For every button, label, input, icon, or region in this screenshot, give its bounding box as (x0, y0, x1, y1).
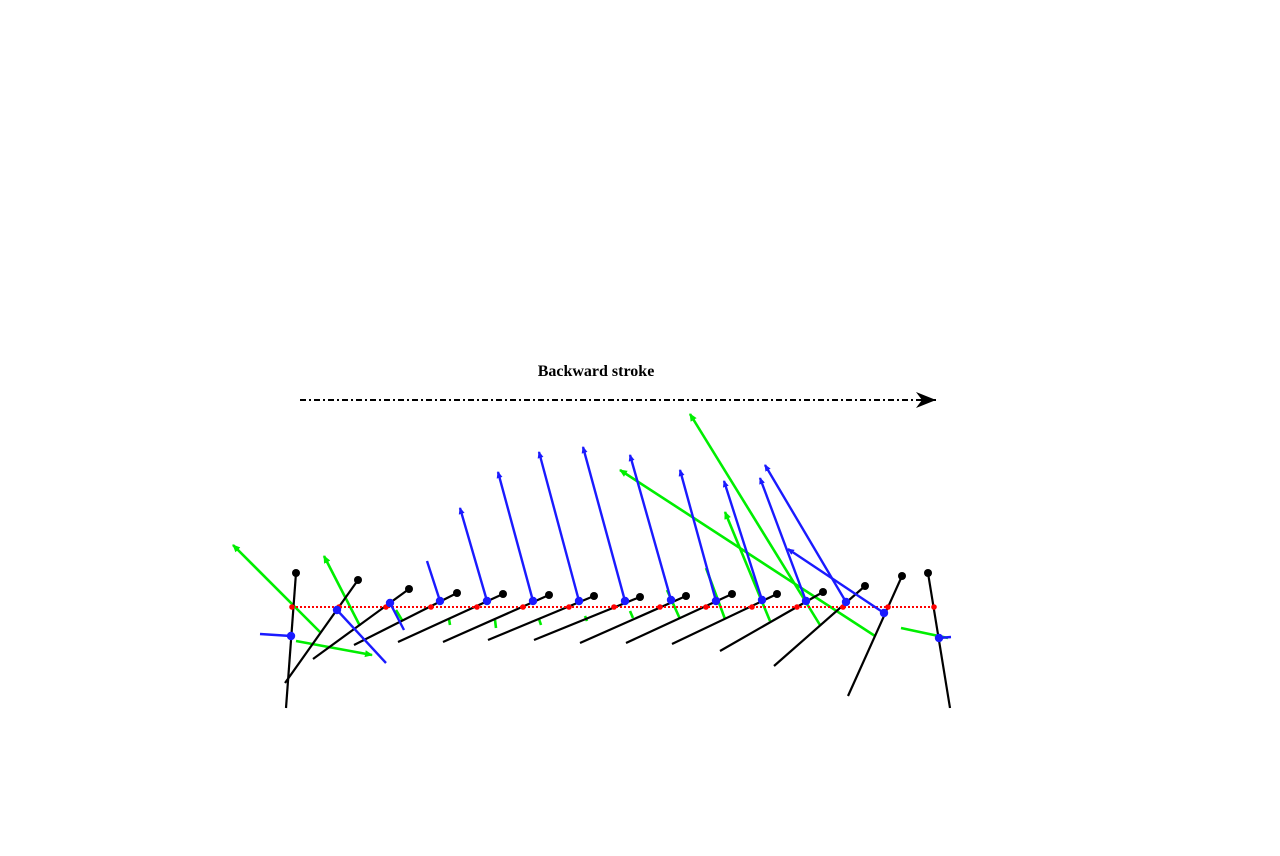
force-vectors (232, 413, 949, 658)
velocity-vector (628, 454, 673, 601)
wing-section (846, 575, 904, 697)
leading-edge-dot (590, 592, 598, 600)
pivot-dot (757, 595, 767, 605)
leading-edge-dot (453, 589, 461, 597)
velocity-vectors (259, 446, 952, 664)
velocity-vector (259, 632, 292, 638)
leading-edge-dot (636, 593, 644, 601)
pivot-dot (666, 595, 676, 605)
wing-section (773, 585, 866, 667)
pivot-dot (332, 605, 342, 615)
pivot-dot (574, 596, 584, 606)
stroke-plane-point (520, 604, 526, 610)
force-vector (628, 610, 635, 619)
force-vector (447, 618, 452, 626)
force-vector (295, 639, 373, 658)
leading-edge-dot (499, 590, 507, 598)
leading-edge-dot (405, 585, 413, 593)
velocity-vector (678, 469, 718, 602)
stroke-title: Backward stroke (538, 363, 655, 380)
stroke-plane-point (474, 604, 480, 610)
stroke-plane-point (611, 604, 617, 610)
pivot-dot (801, 596, 811, 606)
pivot-dot (620, 596, 630, 606)
stroke-plane-point (703, 604, 709, 610)
leading-edge-dot (682, 592, 690, 600)
pivot-dot (711, 596, 721, 606)
pivot-dot (286, 631, 296, 641)
leading-edge-dot (728, 590, 736, 598)
stroke-plane-point (289, 604, 295, 610)
stroke-plane-point (931, 604, 937, 610)
stroke-plane-points (289, 604, 937, 610)
pivot-dot (879, 608, 889, 618)
stroke-plane-point (657, 604, 663, 610)
force-vector (322, 555, 362, 627)
velocity-vector (336, 609, 387, 664)
velocity-vector (763, 464, 848, 603)
stroke-plane-point (749, 604, 755, 610)
section-markers (286, 569, 944, 643)
pivot-dot (528, 596, 538, 606)
wing-section (284, 572, 298, 709)
leading-edge-dot (861, 582, 869, 590)
stroke-plane-point (566, 604, 572, 610)
leading-edge-dot (819, 588, 827, 596)
pivot-dot (435, 596, 445, 606)
leading-edge-dot (924, 569, 932, 577)
force-vector (394, 609, 404, 621)
wing-section (579, 594, 687, 645)
force-vector (493, 619, 498, 629)
stroke-plane-point (885, 604, 891, 610)
velocity-vector (537, 451, 581, 602)
wing-sections (284, 572, 952, 709)
force-vector (537, 618, 543, 626)
velocity-vector (581, 446, 627, 602)
leading-edge-dot (773, 590, 781, 598)
pivot-dot (934, 633, 944, 643)
wing-section (284, 579, 359, 684)
pivot-dot (841, 597, 851, 607)
leading-edge-dot (292, 569, 300, 577)
leading-edge-dot (898, 572, 906, 580)
stroke-plane-point (428, 604, 434, 610)
pivot-dot (482, 596, 492, 606)
velocity-vector (496, 471, 535, 602)
velocity-vector (425, 560, 442, 602)
velocity-vector (758, 477, 808, 602)
velocity-vector (722, 480, 764, 601)
force-vector (688, 413, 822, 626)
velocity-vector (388, 602, 406, 631)
force-vector (723, 511, 772, 622)
leading-edge-dot (545, 591, 553, 599)
stroke-plane-point (794, 604, 800, 610)
leading-edge-dot (354, 576, 362, 584)
force-vector (232, 544, 321, 633)
pivot-dot (385, 598, 395, 608)
velocity-vector (458, 507, 489, 602)
velocity-vector (787, 548, 885, 614)
